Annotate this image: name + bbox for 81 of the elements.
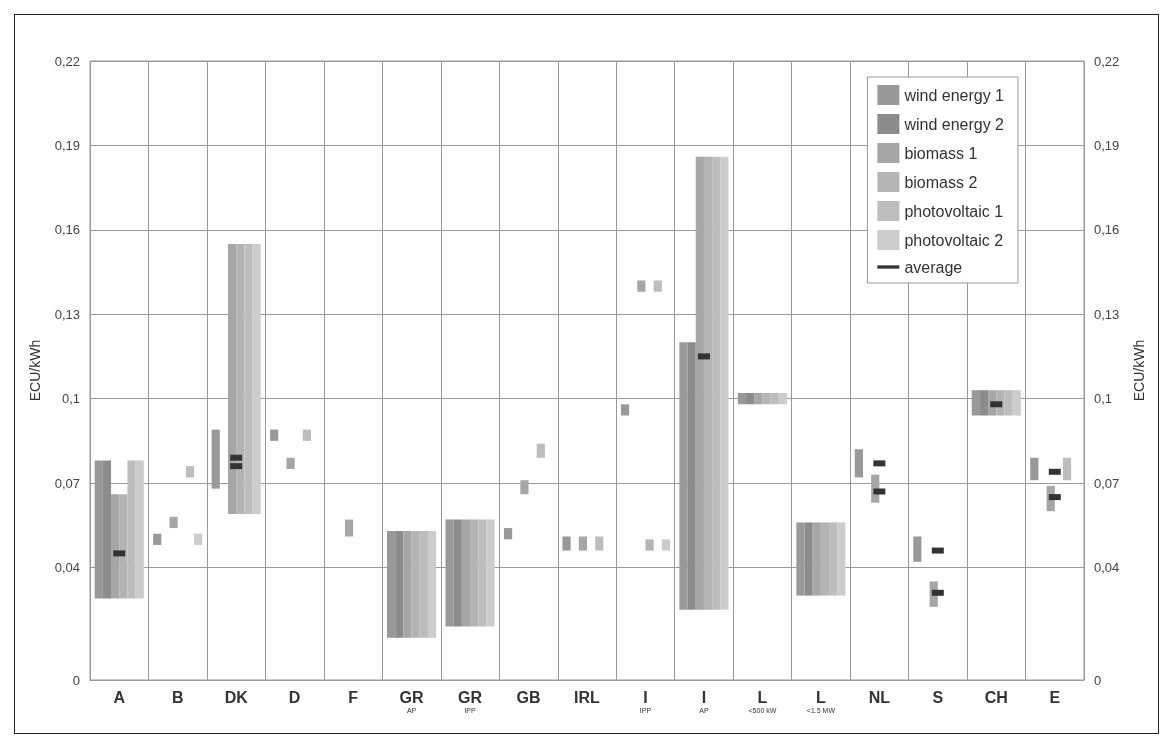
bar (135, 460, 144, 599)
y2-tick-label: 0,16 (1094, 222, 1120, 238)
x-tick-label: DK (224, 688, 249, 706)
x-tick-label: S (932, 688, 944, 706)
bar (453, 519, 462, 627)
bar (687, 342, 696, 610)
y-tick-label: 0,13 (54, 306, 80, 322)
bar (102, 460, 112, 599)
bar (302, 429, 312, 441)
legend-label: wind energy 2 (903, 115, 1005, 133)
bar (111, 494, 120, 599)
x-tick-label: NL (868, 688, 891, 706)
legend-label: biomass 2 (904, 173, 978, 191)
bar (520, 480, 529, 495)
y-tick-label: 0,16 (54, 222, 80, 238)
bar (153, 533, 162, 545)
bar (653, 280, 662, 292)
x-tick-label: A (113, 688, 126, 706)
bar (503, 528, 513, 540)
bar (979, 390, 989, 416)
bar (913, 536, 922, 562)
bar (227, 243, 237, 514)
y2-tick-label: 0,07 (1094, 475, 1120, 491)
bar (812, 522, 821, 596)
y2-tick-label: 0,1 (1094, 391, 1113, 407)
bar (536, 443, 545, 458)
bar (746, 393, 755, 405)
x-tick-label: GB (516, 688, 541, 706)
bar (344, 519, 354, 537)
bar (1012, 390, 1021, 416)
y2-tick-label: 0,19 (1094, 137, 1120, 153)
bar (395, 530, 404, 638)
y2-tick-label: 0 (1094, 672, 1102, 688)
bar (778, 393, 787, 405)
legend-label: biomass 1 (904, 144, 978, 162)
x-tick-label: F (348, 688, 359, 706)
bar (252, 243, 261, 514)
y2-tick-label: 0,04 (1094, 559, 1120, 575)
x-tick-label: IRL (574, 688, 601, 706)
bar (695, 156, 704, 610)
legend-label: average (904, 258, 963, 276)
bar (270, 429, 279, 441)
x-tick-label: B (171, 688, 184, 706)
bar (837, 522, 846, 596)
bar (578, 536, 587, 551)
y-tick-label: 0,07 (54, 475, 80, 491)
bar (286, 457, 295, 469)
bar (720, 156, 729, 610)
bar (1030, 457, 1039, 481)
bar (620, 404, 630, 416)
bar (645, 539, 654, 551)
y-tick-label: 0,19 (54, 137, 80, 153)
bar (754, 393, 763, 405)
bar (661, 539, 671, 551)
bar (637, 280, 646, 292)
x-tick-label: E (1049, 688, 1061, 706)
bar (427, 530, 437, 638)
bar (854, 449, 863, 478)
bar (169, 516, 178, 529)
bar (562, 536, 571, 551)
bar (185, 466, 195, 478)
legend-label: wind energy 1 (903, 86, 1005, 104)
x-tick-label: D (288, 688, 301, 706)
bar (461, 519, 471, 627)
bar (486, 519, 495, 627)
bar (403, 530, 412, 638)
y-tick-label: 0 (72, 672, 80, 688)
x-tick-label: CH (984, 688, 1008, 706)
legend-label: photovoltaic 2 (904, 231, 1004, 249)
y-tick-label: 0,1 (61, 391, 80, 407)
bar (804, 522, 813, 596)
y2-axis-title: ECU/kWh (1131, 339, 1147, 402)
y2-tick-label: 0,22 (1094, 53, 1120, 69)
y2-tick-label: 0,13 (1094, 306, 1120, 322)
bar (1062, 457, 1072, 481)
y-tick-label: 0,04 (54, 559, 80, 575)
y-axis-title: ECU/kWh (27, 339, 43, 402)
legend-label: photovoltaic 1 (904, 202, 1004, 220)
bar (595, 536, 604, 551)
bar (194, 533, 203, 545)
y-tick-label: 0,22 (54, 53, 80, 69)
